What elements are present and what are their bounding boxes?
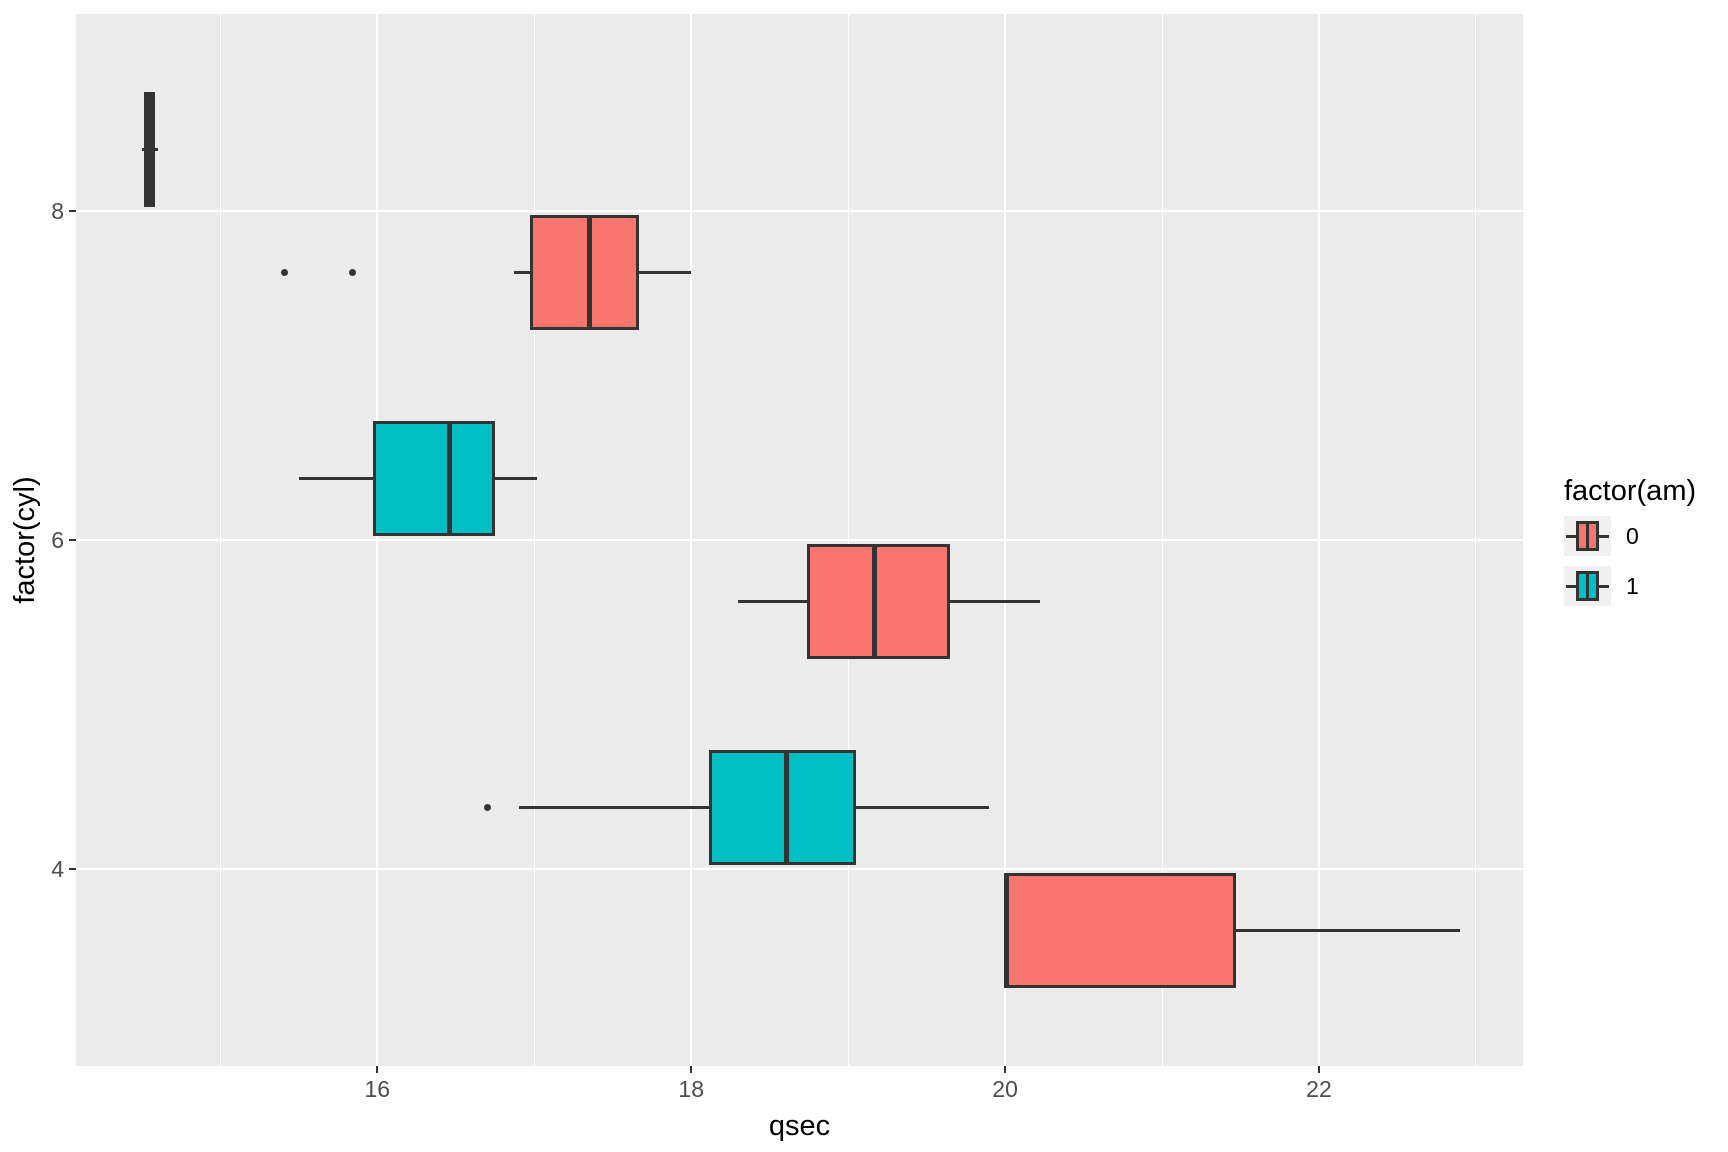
outlier-point [281,269,289,277]
legend-key-median [1586,521,1589,551]
boxplot-box [708,749,856,865]
y-tick-mark [69,867,76,870]
x-tick-mark [690,1066,693,1073]
x-axis-title: qsec [768,1110,831,1142]
boxplot-median [586,215,592,331]
x-tick-label: 22 [1306,1076,1332,1102]
outlier-point [348,269,356,277]
boxplot-median [447,421,453,536]
boxplot-box [529,215,640,331]
legend-title: factor(am) [1564,475,1697,507]
y-tick-label: 8 [51,198,64,225]
legend-key-median [1586,571,1589,601]
x-tick-label: 20 [992,1076,1018,1102]
y-gridline-major [76,867,1523,870]
boxplot-median [1004,872,1010,988]
legend-key [1564,516,1611,556]
boxplot-median [147,92,153,208]
y-gridline-major [76,210,1523,213]
legend-entry-label: 0 [1626,522,1639,549]
legend-entry-label: 1 [1626,572,1639,599]
y-tick-mark [69,210,76,213]
y-gridline-major [76,539,1523,541]
y-tick-label: 4 [51,855,64,882]
plot-panel [76,14,1523,1066]
boxplot-box [372,421,495,536]
y-tick-mark [69,539,76,541]
boxplot-box [807,544,951,659]
boxplot-box [1004,872,1236,988]
y-tick-label: 6 [51,527,64,553]
x-tick-label: 18 [678,1076,704,1102]
x-tick-mark [376,1066,379,1073]
x-tick-label: 16 [364,1076,391,1102]
legend-entry: 1 [1564,566,1696,606]
legend-key [1564,566,1611,606]
outlier-point [483,803,491,811]
x-tick-mark [1004,1066,1007,1073]
boxplot-median [872,544,878,659]
x-tick-mark [1317,1066,1320,1073]
legend-entry: 0 [1564,516,1696,556]
boxplot-median [784,749,790,865]
